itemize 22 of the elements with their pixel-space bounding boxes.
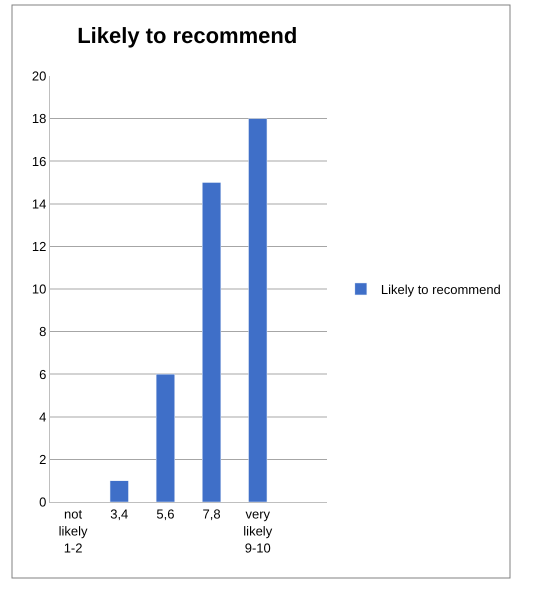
chart-title: Likely to recommend (77, 23, 298, 48)
y-tick-label: 14 (32, 196, 46, 212)
bar (202, 182, 222, 502)
x-tick-label: 3,4 (110, 506, 128, 522)
y-tick-label: 0 (39, 494, 46, 510)
y-tick-label: 18 (32, 111, 46, 126)
x-tick-label: 7,8 (202, 506, 221, 522)
bar (248, 118, 268, 502)
y-tick-label: 6 (39, 366, 46, 382)
y-tick-label: 20 (32, 68, 46, 84)
bar (110, 480, 129, 502)
x-tick-label: very likely 9-10 (243, 506, 273, 556)
y-tick-label: 16 (32, 154, 46, 169)
y-tick-label: 8 (39, 324, 46, 340)
y-tick-label: 12 (32, 238, 46, 254)
y-tick-label: 4 (39, 409, 46, 424)
y-tick-label: 10 (32, 282, 46, 297)
x-tick-label: 5,6 (156, 506, 174, 522)
bar (156, 374, 175, 502)
x-tick-label: not likely 1-2 (58, 506, 88, 556)
legend-label: Likely to recommend (380, 282, 501, 298)
y-tick-label: 2 (39, 452, 46, 467)
